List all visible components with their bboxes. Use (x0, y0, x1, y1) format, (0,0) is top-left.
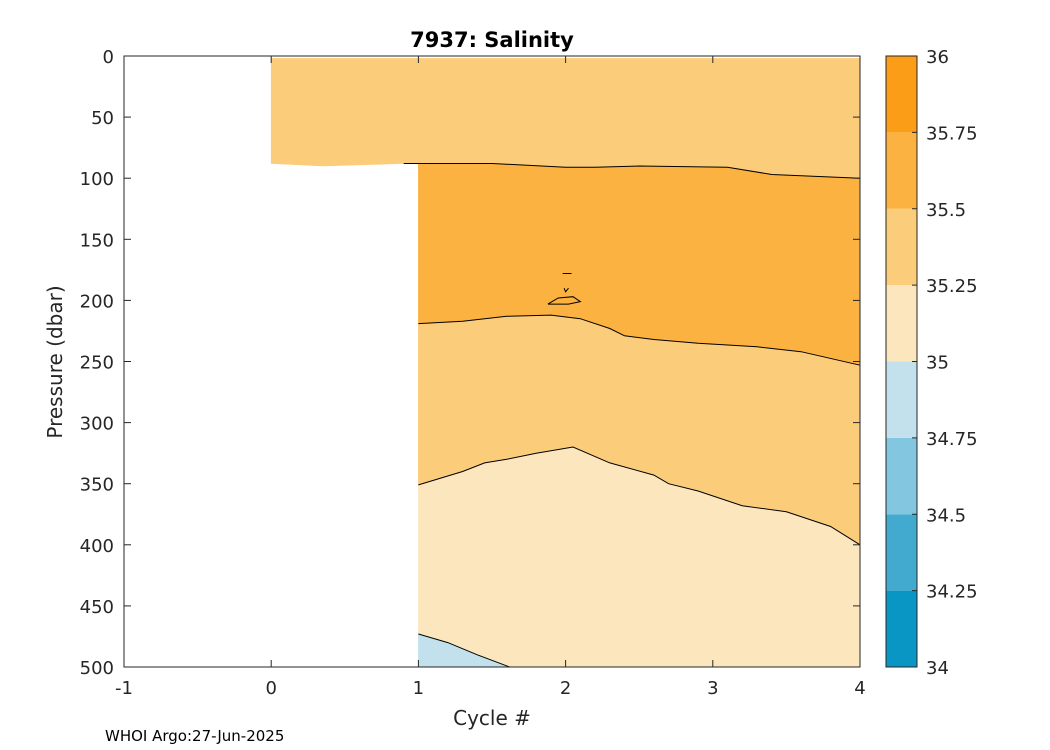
x-tick-label: 4 (854, 678, 865, 699)
colorbar-swatch (886, 437, 917, 515)
contour-line-7 (563, 287, 569, 293)
x-tick-label: 1 (413, 678, 424, 699)
x-axis: -1 0 1 2 3 4 (115, 56, 866, 699)
colorbar-tick-label: 36 (926, 47, 949, 68)
contour-line-5 (547, 296, 582, 305)
contour-line-1 (403, 163, 861, 179)
colorbar-tick-label: 35.5 (926, 200, 966, 221)
x-axis-label: Cycle # (453, 706, 531, 730)
footer-text: WHOI Argo:27-Jun-2025 (105, 727, 284, 745)
y-tick-label: 50 (91, 108, 114, 129)
y-tick-label: 300 (80, 414, 114, 435)
x-tick-label: 0 (265, 678, 276, 699)
y-tick-label: 0 (103, 47, 114, 68)
colorbar-tick-label: 34.75 (926, 429, 978, 450)
colorbar-tick-label: 34 (926, 658, 949, 679)
colorbar-swatch (886, 132, 917, 209)
colorbar-swatch (886, 285, 917, 362)
x-tick-label: 2 (560, 678, 571, 699)
colorbar-tick-label: 34.25 (926, 582, 978, 603)
y-tick-label: 350 (80, 475, 114, 496)
contour-line-2 (418, 314, 861, 366)
y-tick-label: 100 (80, 169, 114, 190)
colorbar-swatch (886, 590, 917, 667)
y-tick-label: 250 (80, 353, 114, 374)
plot-area (123, 55, 861, 668)
y-tick-label: 400 (80, 536, 114, 557)
colorbar-swatch (886, 56, 917, 133)
y-tick-label: 200 (80, 291, 114, 312)
y-axis: 0 50 100 150 200 250 300 350 400 450 500 (80, 47, 860, 679)
y-tick-label: 450 (80, 597, 114, 618)
colorbar-swatch (886, 361, 917, 438)
y-tick-label: 150 (80, 230, 114, 251)
x-tick-label: 3 (707, 678, 718, 699)
colorbar-tick-label: 35 (926, 353, 949, 374)
chart-title: 7937: Salinity (410, 28, 574, 52)
contour-fill-35p25-35p5 (270, 58, 861, 179)
contour-line-3 (418, 446, 861, 546)
colorbar-tick-label: 34.5 (926, 505, 966, 526)
colorbar-swatch (886, 514, 917, 591)
colorbar-tick-label: 35.75 (926, 123, 978, 144)
contour-line-4 (418, 633, 510, 668)
colorbar-swatch (886, 208, 917, 286)
y-tick-label: 500 (80, 658, 114, 679)
colorbar: 34 34.25 34.5 34.75 35 35.25 35.5 35.75 36 (885, 47, 978, 679)
y-axis-label: Pressure (dbar) (43, 285, 67, 438)
x-tick-label: -1 (115, 678, 133, 699)
colorbar-tick-label: 35.25 (926, 276, 978, 297)
